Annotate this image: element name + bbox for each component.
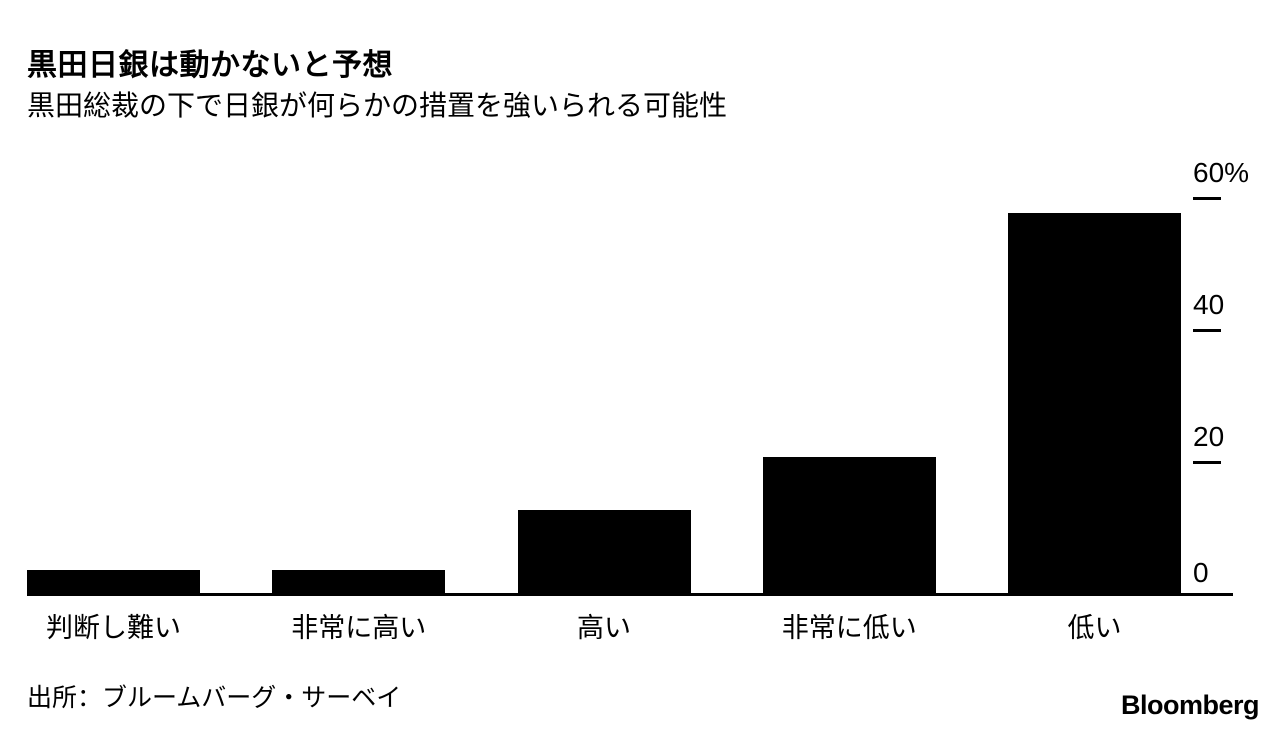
- bar-column: [517, 510, 691, 596]
- bar-判断し難い: [27, 570, 200, 596]
- bar-column: [272, 570, 446, 596]
- y-axis-tick: 40: [1193, 290, 1224, 332]
- chart-title: 黒田日銀は動かないと予想: [27, 49, 393, 82]
- y-axis-tick-label: 20: [1193, 421, 1225, 452]
- bar-低い: [1008, 213, 1181, 596]
- y-axis-tick-label: 0: [1193, 557, 1209, 588]
- x-axis-category-label: 非常に低い: [781, 613, 917, 643]
- bar-非常に高い: [272, 570, 446, 596]
- y-axis-tick-label: 60%: [1193, 157, 1250, 188]
- bar-column: [762, 457, 936, 596]
- y-axis: 60% 40 20 0: [1181, 158, 1261, 596]
- bar-column: [27, 570, 200, 596]
- y-axis-tick-label: 40: [1193, 289, 1225, 320]
- x-axis-category-label: 高い: [577, 613, 631, 643]
- bar-chart: 60% 40 20 0: [27, 158, 1261, 596]
- x-axis-category-label: 非常に高い: [291, 613, 427, 643]
- y-axis-tick-mark: [1193, 329, 1221, 332]
- y-axis-tick: 0: [1193, 558, 1209, 588]
- chart-subtitle: 黒田総裁の下で日銀が何らかの措置を強いられる可能性: [27, 90, 728, 121]
- bar-column: [1008, 213, 1181, 596]
- y-axis-tick-mark: [1193, 461, 1221, 464]
- y-axis-tick-mark: [1193, 197, 1221, 200]
- source-note: 出所：ブルームバーグ・サーベイ: [27, 684, 402, 712]
- bloomberg-logo: Bloomberg: [1120, 690, 1260, 720]
- bar-高い: [517, 510, 691, 596]
- bar-非常に低い: [762, 457, 936, 596]
- y-axis-tick: 20: [1193, 422, 1224, 464]
- x-axis-category-label: 低い: [1067, 613, 1122, 643]
- x-axis-line: [27, 593, 1233, 596]
- y-axis-tick: 60%: [1193, 158, 1249, 200]
- x-axis-category-label: 判断し難い: [46, 613, 181, 643]
- x-axis-labels: 判断し難い 非常に高い 高い 非常に低い 低い: [27, 606, 1181, 645]
- plot-area: [27, 176, 1181, 596]
